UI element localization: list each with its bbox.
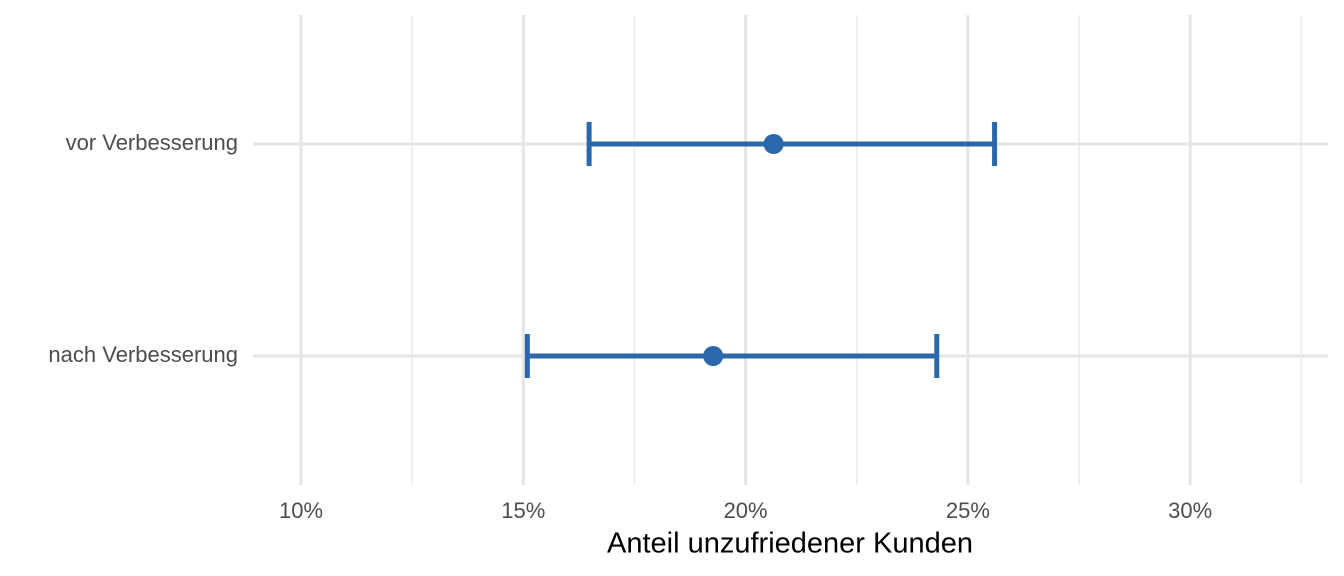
x-tick-label: 15% [501, 498, 545, 523]
x-tick-label: 20% [724, 498, 768, 523]
x-tick-label: 10% [279, 498, 323, 523]
point [763, 134, 784, 154]
y-tick-label: vor Verbesserung [66, 130, 238, 155]
x-tick-label: 30% [1168, 498, 1212, 523]
point [703, 346, 724, 366]
x-tick-label: 25% [946, 498, 990, 523]
x-axis-label: Anteil unzufriedener Kunden [607, 528, 973, 560]
y-tick-label: nach Verbesserung [48, 342, 238, 367]
